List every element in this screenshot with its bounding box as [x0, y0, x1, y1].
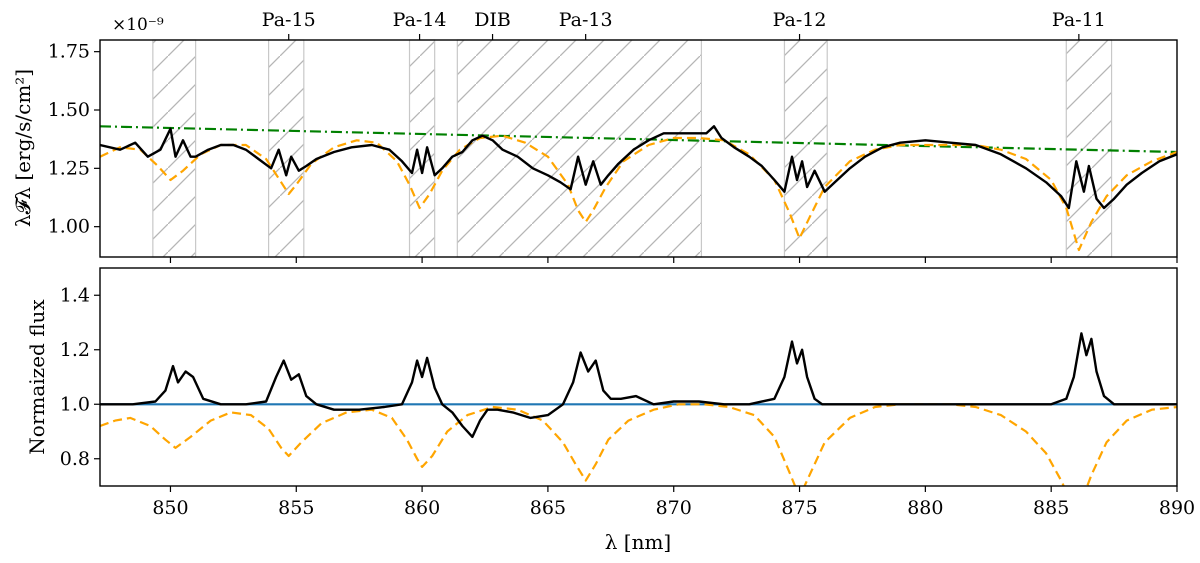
x-tick-label: 890: [1159, 497, 1195, 519]
line-label: Pa-15: [262, 9, 316, 31]
bottom-y-axis-title: Normaized flux: [25, 299, 49, 455]
top-y-axis-title: λ𝓕λ [erg/s/cm²]: [11, 69, 35, 227]
masked-regions: [152, 39, 1113, 258]
line-label: Pa-12: [773, 9, 827, 31]
line-label: Pa-11: [1052, 9, 1106, 31]
series-line-dashed: [100, 403, 1177, 486]
masked-region: [783, 39, 828, 258]
x-tick-label: 885: [1033, 497, 1069, 519]
series-clip-group: [100, 332, 1177, 486]
top-panel: 1.00 1.25 1.50 1.75 Pa-15 Pa-14 DIB Pa-13 Pa-12…: [11, 9, 1178, 263]
bottom-x-ticks: 850 855 860 865 870 875 880 885 890: [152, 486, 1195, 519]
masked-region: [456, 39, 703, 258]
y-tick-label: 0.8: [60, 448, 90, 470]
y-tick-label: 1.0: [60, 393, 90, 415]
line-label: Pa-13: [559, 9, 613, 31]
top-y-ticks: 1.00 1.25 1.50 1.75: [48, 41, 100, 238]
masked-region: [267, 39, 305, 258]
series-line-solid: [100, 332, 1177, 439]
y-tick-label: 1.50: [48, 99, 90, 121]
bottom-y-ticks: 0.8 1.0 1.2 1.4: [60, 284, 100, 470]
series-clip-group: [100, 125, 1177, 252]
masked-region: [408, 39, 436, 258]
x-tick-label: 870: [656, 497, 692, 519]
x-tick-label: 875: [781, 497, 817, 519]
y-tick-label: 1.4: [60, 284, 90, 306]
y-tick-label: 1.75: [48, 41, 90, 63]
series-line-dashed: [100, 134, 1177, 252]
x-tick-label: 865: [530, 497, 566, 519]
x-axis-title: λ [nm]: [605, 530, 671, 554]
x-tick-label: 855: [278, 497, 314, 519]
y-tick-label: 1.00: [48, 216, 90, 238]
top-x-ticks: [169, 257, 1178, 263]
line-labels: Pa-15 Pa-14 DIB Pa-13 Pa-12 Pa-11: [262, 9, 1106, 40]
bottom-panel: 850 855 860 865 870 875 880 885 890 0.8 1.0 1.2 1.4…: [25, 267, 1195, 554]
y-tick-label: 1.25: [48, 157, 90, 179]
x-tick-label: 850: [152, 497, 188, 519]
top-frame: [99, 39, 1178, 258]
x-tick-label: 880: [907, 497, 943, 519]
x-tick-label: 860: [404, 497, 440, 519]
bottom-frame: [99, 267, 1178, 487]
line-label: Pa-14: [393, 9, 447, 31]
top-series: [100, 125, 1177, 252]
series-line-dashdot: [100, 125, 1177, 154]
y-tick-label: 1.2: [60, 339, 90, 361]
offset-label: ×10⁻⁹: [112, 15, 164, 35]
series-line-solid: [100, 125, 1177, 210]
bottom-series: [100, 332, 1177, 486]
line-label: DIB: [474, 9, 511, 31]
